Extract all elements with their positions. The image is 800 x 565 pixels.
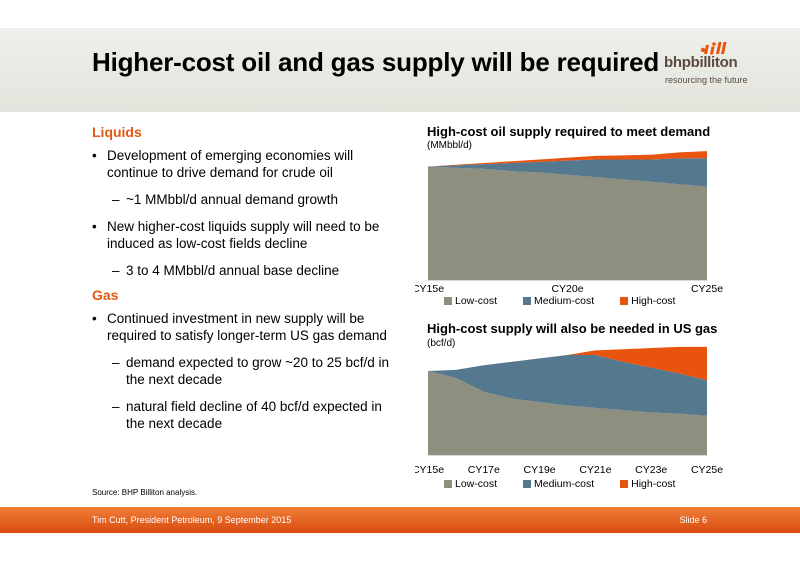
x-tick-label: CY15e (415, 464, 444, 476)
liquids-bullet-1: Development of emerging economies will c… (92, 147, 392, 181)
legend-swatch-high (620, 480, 629, 488)
legend-label-high: High-cost (631, 478, 676, 490)
slide-number: Slide 6 (679, 515, 707, 525)
x-tick-label: CY21e (579, 464, 611, 476)
source-note: Source: BHP Billiton analysis. (92, 488, 198, 497)
legend-item-medium: Medium-cost (523, 478, 594, 490)
chart2-unit: (bcf/d) (427, 338, 456, 349)
legend-item-low: Low-cost (444, 478, 497, 490)
area-high-cost (428, 346, 707, 381)
chart1-legend: Low-cost Medium-cost High-cost (444, 295, 701, 307)
x-tick-label: CY23e (635, 464, 667, 476)
gas-bullet-1: Continued investment in new supply will … (92, 310, 392, 344)
x-tick-label: CY19e (524, 464, 556, 476)
legend-item-high: High-cost (620, 295, 675, 307)
liquids-bullet-2: New higher-cost liquids supply will need… (92, 218, 392, 252)
x-tick-label: CY20e (551, 283, 583, 295)
x-tick-label: CY25e (691, 283, 723, 295)
area-medium-cost (428, 354, 707, 416)
x-tick-label: CY15e (415, 283, 444, 295)
gas-heading: Gas (92, 287, 119, 303)
x-tick-label: CY17e (468, 464, 500, 476)
text-panel: Liquids Development of emerging economie… (92, 124, 392, 442)
legend-swatch-high (620, 297, 629, 305)
liquids-sub-2: 3 to 4 MMbbl/d annual base decline (92, 262, 392, 279)
footer-presenter: Tim Cutt, President Petroleum, 9 Septemb… (92, 515, 292, 525)
legend-item-medium: Medium-cost (523, 295, 594, 307)
company-logo: bhpbilliton resourcing the future (664, 40, 764, 92)
legend-item-low: Low-cost (444, 295, 497, 307)
legend-swatch-medium (523, 480, 532, 488)
legend-swatch-low (444, 297, 452, 305)
chart1-plot: CY15e CY20e CY25e (415, 151, 723, 295)
liquids-sub-1: ~1 MMbbl/d annual demand growth (92, 191, 392, 208)
legend-label-medium: Medium-cost (534, 478, 595, 490)
chart1-unit: (MMbbl/d) (427, 140, 473, 151)
legend-item-high: High-cost (620, 478, 675, 490)
legend-swatch-medium (523, 297, 532, 305)
legend-label-low: Low-cost (455, 295, 498, 307)
liquids-heading: Liquids (92, 124, 142, 140)
chart2-title: High-cost supply will also be needed in … (427, 321, 718, 336)
legend-label-medium: Medium-cost (534, 295, 595, 307)
page-title: Higher-cost oil and gas supply will be r… (92, 47, 660, 77)
logo-mark-icon (700, 42, 727, 55)
chart2-legend: Low-cost Medium-cost High-cost (444, 478, 701, 490)
gas-sub-2: natural field decline of 40 bcf/d expect… (92, 398, 392, 432)
legend-label-high: High-cost (631, 295, 676, 307)
area-high-cost (428, 151, 707, 167)
chart1-title: High-cost oil supply required to meet de… (427, 124, 711, 139)
legend-swatch-low (444, 480, 452, 488)
logo-name: bhpbilliton (664, 54, 738, 71)
area-low-cost (428, 166, 707, 280)
area-low-cost (428, 371, 707, 455)
header-band (0, 28, 800, 112)
logo-tagline: resourcing the future (665, 75, 748, 85)
chart2-plot: CY15e CY17e CY19e CY21e CY23e CY25e (415, 346, 723, 476)
area-medium-cost (428, 158, 707, 187)
footer-band: Tim Cutt, President Petroleum, 9 Septemb… (0, 507, 800, 533)
legend-label-low: Low-cost (455, 478, 498, 490)
x-tick-label: CY25e (691, 464, 723, 476)
gas-sub-1: demand expected to grow ~20 to 25 bcf/d … (92, 354, 392, 388)
